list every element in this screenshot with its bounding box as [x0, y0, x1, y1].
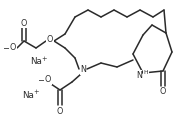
Text: N: N [136, 71, 142, 79]
Text: +: + [41, 56, 46, 62]
Text: +: + [33, 89, 38, 95]
Text: Na: Na [30, 57, 42, 67]
Text: −: − [38, 76, 46, 84]
Text: O: O [160, 88, 166, 97]
Text: Na: Na [22, 90, 34, 99]
Text: O: O [21, 19, 27, 28]
Text: O: O [45, 76, 51, 84]
Text: O: O [47, 35, 53, 44]
Text: H: H [144, 70, 148, 74]
Text: −: − [3, 44, 11, 52]
Text: O: O [10, 44, 16, 52]
Text: O: O [57, 106, 63, 115]
Text: N: N [80, 66, 86, 74]
